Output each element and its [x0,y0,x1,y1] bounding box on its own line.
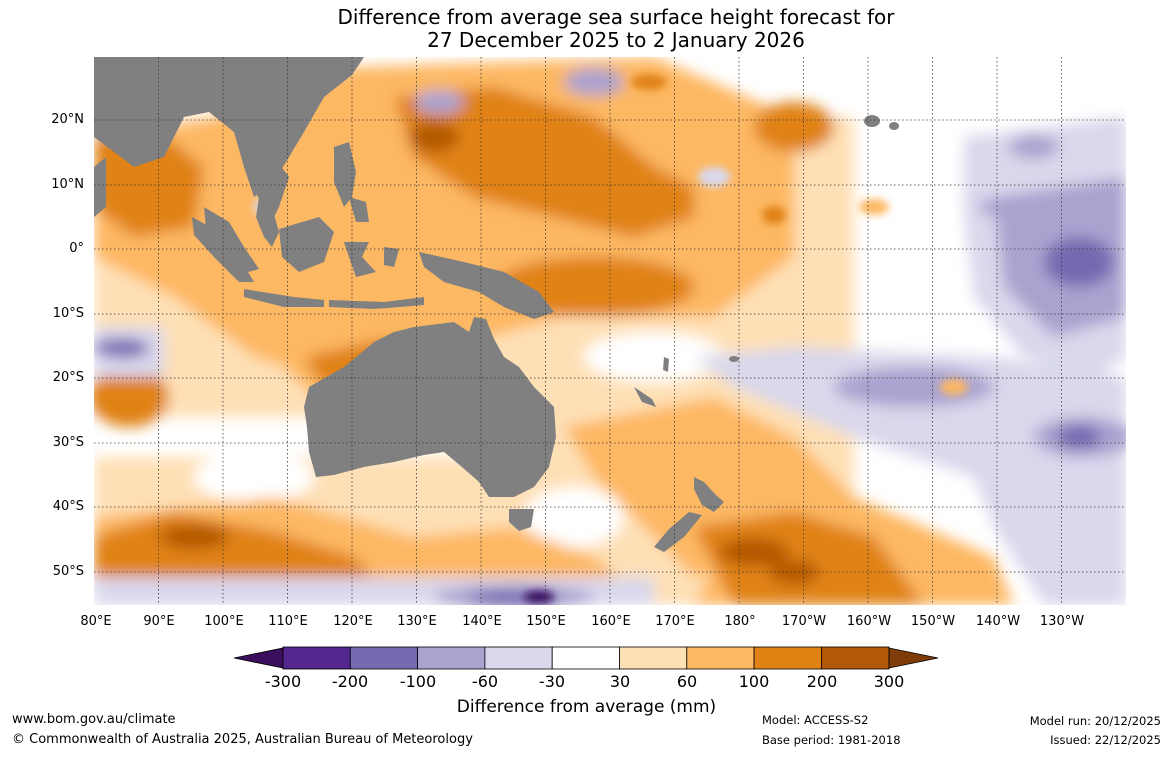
colorbar-tick-label: -200 [331,672,369,691]
lon-label-130w: 130°W [1039,614,1085,629]
colorbar-tick-label: 100 [738,672,770,691]
lon-label-90e: 90°E [143,614,175,629]
colorbar-bin-2 [349,646,419,670]
colorbar-arrow-low [234,647,284,669]
land [94,57,899,552]
colorbar-tick-label: -300 [264,672,302,691]
colorbar-bin-5 [551,646,620,670]
lat-label-20n: 20°N [51,112,84,127]
graticule [94,57,1126,605]
colorbar-tick-label: 60 [676,672,698,691]
lon-label-160e: 160°E [591,614,631,629]
lon-label-120e: 120°E [333,614,373,629]
lon-label-170w: 170°W [781,614,827,629]
colorbar-bin-8 [753,646,822,670]
copyright-text: © Commonwealth of Australia 2025, Austra… [12,732,473,747]
colorbar-title: Difference from average (mm) [456,697,717,717]
lon-label-110e: 110°E [268,614,308,629]
map-title-line1: Difference from average sea surface heig… [337,5,895,29]
lat-label-10n: 10°N [51,177,84,192]
sea-surface-height-map [94,57,1126,605]
lon-label-130e: 130°E [397,614,437,629]
website-link[interactable]: www.bom.gov.au/climate [12,712,176,727]
model-name: Model: ACCESS-S2 [762,713,869,727]
colorbar-tick-label: 200 [806,672,838,691]
colorbar-bin-3 [417,646,486,670]
lat-label-50s: 50°S [52,564,84,579]
lat-label-20s: 20°S [52,370,84,385]
colorbar-tick-label: -60 [471,672,499,691]
lat-label-equator: 0° [69,241,84,256]
lon-label-180: 180° [724,614,756,629]
model-run-date: Model run: 20/12/2025 [1029,714,1161,728]
lon-label-150e: 150°E [526,614,566,629]
colorbar-bin-1 [282,646,351,670]
colorbar-tick-label: -30 [538,672,566,691]
colorbar-bin-9 [821,646,890,670]
lon-label-140e: 140°E [462,614,502,629]
issued-date: Issued: 22/12/2025 [1050,733,1161,747]
lon-label-150w: 150°W [910,614,956,629]
colorbar-bin-7 [686,646,755,670]
lon-label-140w: 140°W [975,614,1021,629]
base-period: Base period: 1981-2018 [762,733,901,747]
lon-label-160w: 160°W [846,614,892,629]
lon-label-170e: 170°E [655,614,695,629]
colorbar-tick-label: 30 [609,672,631,691]
lat-label-10s: 10°S [52,306,84,321]
map-title-line2: 27 December 2025 to 2 January 2026 [427,28,805,52]
lon-label-80e: 80°E [80,614,112,629]
lat-label-30s: 30°S [52,435,84,450]
lon-label-100e: 100°E [204,614,244,629]
colorbar-bin-6 [619,646,688,670]
lat-label-40s: 40°S [52,499,84,514]
anomaly-field [94,57,1126,605]
colorbar-arrow-high [888,647,939,669]
colorbar-bin-4 [484,646,553,670]
colorbar [234,646,939,670]
colorbar-tick-label: -100 [399,672,437,691]
colorbar-tick-label: 300 [873,672,905,691]
